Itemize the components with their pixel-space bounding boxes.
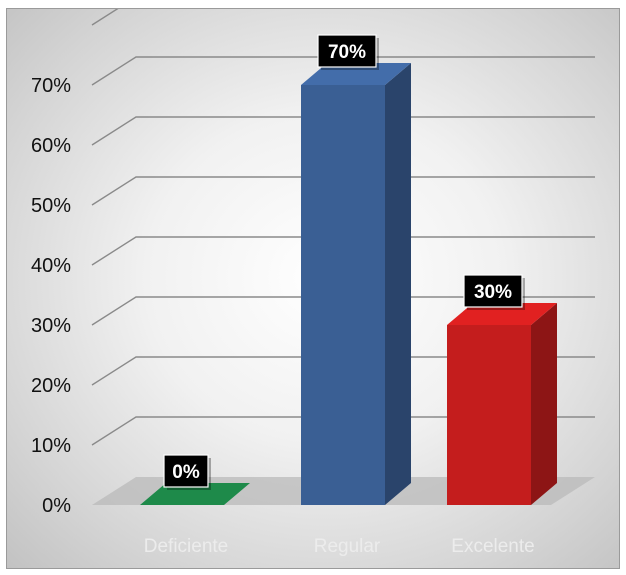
bar [140, 483, 250, 505]
x-category-label: Excelente [451, 536, 534, 557]
gridline [91, 56, 595, 86]
data-label-text: 70% [328, 42, 366, 63]
y-tick-label: 70% [31, 75, 71, 97]
y-tick-label: 0% [42, 495, 71, 517]
x-category-label: Regular [314, 536, 381, 557]
bar-side [385, 63, 411, 505]
bar-side [531, 303, 557, 505]
gridline [91, 416, 595, 446]
y-tick-label: 10% [31, 435, 71, 457]
data-label: 70% [317, 34, 379, 70]
y-tick-label: 60% [31, 135, 71, 157]
y-tick-label: 40% [31, 255, 71, 277]
data-label-text: 30% [474, 282, 512, 303]
bar-front [447, 325, 531, 505]
chart-area: 0% 10% 20% 30% 40% 50% 60% 70% Deficiente Regula… [6, 8, 620, 569]
y-tick-label: 30% [31, 315, 71, 337]
gridline [91, 296, 595, 326]
y-tick-label: 20% [31, 375, 71, 397]
gridline [91, 356, 595, 386]
bar-flat [140, 483, 250, 505]
gridline [91, 236, 595, 266]
data-label-box [163, 454, 209, 488]
data-label-box [463, 274, 523, 308]
gridline [91, 9, 119, 26]
bar-front [301, 85, 385, 505]
bar-top [301, 63, 411, 85]
x-category-label: Deficiente [144, 536, 229, 557]
data-label-box [317, 34, 377, 68]
bar-chart: 0% 10% 20% 30% 40% 50% 60% 70% Deficiente Regula… [31, 9, 595, 557]
y-tick-label: 50% [31, 195, 71, 217]
bar [447, 303, 557, 505]
bar-top [447, 303, 557, 325]
data-label-text: 0% [172, 462, 200, 483]
gridline [91, 176, 595, 206]
data-label: 0% [163, 454, 211, 490]
data-label: 30% [463, 274, 525, 310]
gridline [91, 116, 595, 146]
bar [301, 63, 411, 505]
